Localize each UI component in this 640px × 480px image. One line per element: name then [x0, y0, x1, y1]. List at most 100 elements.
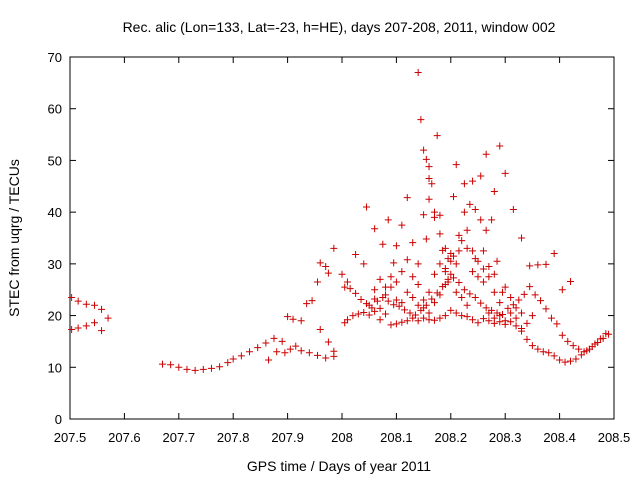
data-point: [82, 300, 90, 308]
data-point: [490, 288, 498, 296]
data-point: [436, 291, 444, 299]
data-point: [545, 349, 553, 357]
data-point: [485, 273, 493, 281]
data-point: [488, 216, 496, 224]
data-point: [463, 301, 471, 309]
data-point: [485, 317, 493, 325]
data-point: [447, 270, 455, 278]
data-point: [371, 295, 379, 303]
data-point: [98, 327, 106, 335]
data-point: [292, 342, 300, 350]
data-point: [460, 286, 468, 294]
data-point: [441, 312, 449, 320]
data-point: [466, 200, 474, 208]
data-point: [572, 355, 580, 363]
data-point: [262, 339, 270, 347]
data-point: [458, 312, 466, 320]
data-point: [430, 299, 438, 307]
data-point: [390, 259, 398, 267]
chart-title: Rec. alic (Lon=133, Lat=-23, h=HE), days…: [123, 19, 556, 35]
data-point: [403, 288, 411, 296]
data-point: [316, 326, 324, 334]
data-point: [191, 366, 199, 374]
data-point: [531, 291, 539, 299]
data-point: [376, 304, 384, 312]
data-point: [229, 355, 237, 363]
data-point: [343, 316, 351, 324]
data-point: [469, 177, 477, 185]
data-point: [384, 297, 392, 305]
data-point: [354, 310, 362, 318]
data-point: [74, 324, 82, 332]
data-point: [537, 297, 545, 305]
data-point: [469, 316, 477, 324]
data-point: [68, 293, 76, 301]
data-point: [425, 316, 433, 324]
data-point: [482, 304, 490, 312]
data-point: [376, 316, 384, 324]
data-point: [477, 216, 485, 224]
y-tick-label: 20: [48, 309, 62, 324]
data-point: [452, 260, 460, 268]
data-point: [558, 331, 566, 339]
data-point: [422, 155, 430, 163]
data-point: [501, 317, 509, 325]
x-tick-label: 208.2: [435, 430, 468, 445]
data-point: [308, 297, 316, 305]
data-point: [289, 315, 297, 323]
data-point: [365, 301, 373, 309]
y-axis-title: STEC from uqrg / TECUs: [6, 159, 22, 317]
data-point: [392, 320, 400, 328]
data-point: [512, 314, 520, 322]
data-point: [322, 262, 330, 270]
data-point: [526, 283, 534, 291]
data-point: [501, 283, 509, 291]
data-point: [273, 348, 281, 356]
data-point: [420, 146, 428, 154]
data-point: [556, 356, 564, 364]
data-point: [420, 304, 428, 312]
data-point: [398, 221, 406, 229]
data-point: [425, 288, 433, 296]
data-point: [561, 358, 569, 366]
data-point: [496, 318, 504, 326]
data-point: [518, 309, 526, 317]
data-point: [303, 300, 311, 308]
data-point: [425, 163, 433, 171]
data-point: [207, 364, 215, 372]
data-point: [314, 278, 322, 286]
data-point: [420, 296, 428, 304]
data-point: [420, 314, 428, 322]
data-point: [493, 257, 501, 265]
data-point: [566, 277, 574, 285]
data-point: [175, 363, 183, 371]
data-point: [485, 262, 493, 270]
data-point: [398, 318, 406, 326]
data-point: [422, 235, 430, 243]
data-point: [490, 270, 498, 278]
data-point: [463, 226, 471, 234]
data-point: [82, 322, 90, 330]
y-tick-label: 30: [48, 257, 62, 272]
data-point: [520, 290, 528, 298]
data-point: [458, 293, 466, 301]
data-point: [452, 161, 460, 169]
data-point: [504, 304, 512, 312]
x-tick-label: 208.5: [598, 430, 631, 445]
data-point: [447, 257, 455, 265]
y-tick-label: 60: [48, 102, 62, 117]
data-point: [436, 260, 444, 268]
data-point: [403, 194, 411, 202]
data-point: [428, 180, 436, 188]
data-point: [436, 230, 444, 238]
x-tick-label: 207.7: [163, 430, 196, 445]
data-point: [343, 278, 351, 286]
data-point: [90, 301, 98, 309]
data-point: [458, 237, 466, 245]
data-point: [450, 252, 458, 260]
x-tick-label: 208.4: [543, 430, 576, 445]
data-point: [528, 342, 536, 350]
data-point: [455, 231, 463, 239]
data-point: [322, 354, 330, 362]
data-point: [414, 317, 422, 325]
